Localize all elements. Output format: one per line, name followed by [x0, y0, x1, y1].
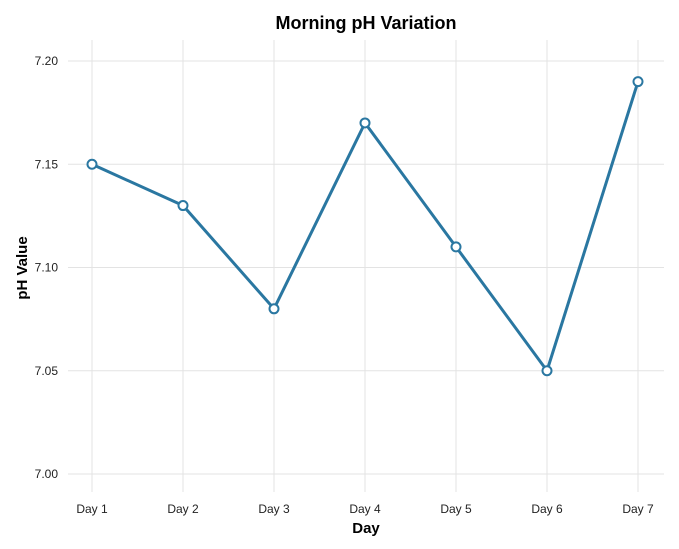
x-axis-title: Day: [352, 520, 380, 537]
x-tick-label: Day 5: [440, 502, 472, 516]
y-tick-label: 7.10: [35, 261, 59, 275]
y-tick-label: 7.15: [35, 157, 59, 171]
x-axis-ticks: Day 1 Day 2 Day 3 Day 4 Day 5 Day 6 Day 7: [76, 502, 654, 516]
data-point: [86, 158, 98, 170]
data-point: [450, 241, 462, 253]
y-axis-title: pH Value: [14, 236, 31, 299]
x-tick-label: Day 1: [76, 502, 108, 516]
data-points: [86, 76, 644, 377]
y-tick-label: 7.20: [35, 54, 59, 68]
x-tick-label: Day 2: [167, 502, 199, 516]
x-tick-label: Day 3: [258, 502, 290, 516]
data-point: [268, 303, 280, 315]
x-tick-label: Day 4: [349, 502, 381, 516]
data-point: [359, 117, 371, 129]
y-tick-label: 7.05: [35, 364, 59, 378]
grid: [68, 40, 664, 492]
x-tick-label: Day 7: [622, 502, 654, 516]
y-axis-ticks: 7.00 7.05 7.10 7.15 7.20: [35, 54, 59, 481]
data-point: [541, 365, 553, 377]
chart-title: Morning pH Variation: [275, 13, 456, 33]
data-point: [632, 76, 644, 88]
x-tick-label: Day 6: [531, 502, 563, 516]
data-point: [177, 200, 189, 212]
y-tick-label: 7.00: [35, 467, 59, 481]
